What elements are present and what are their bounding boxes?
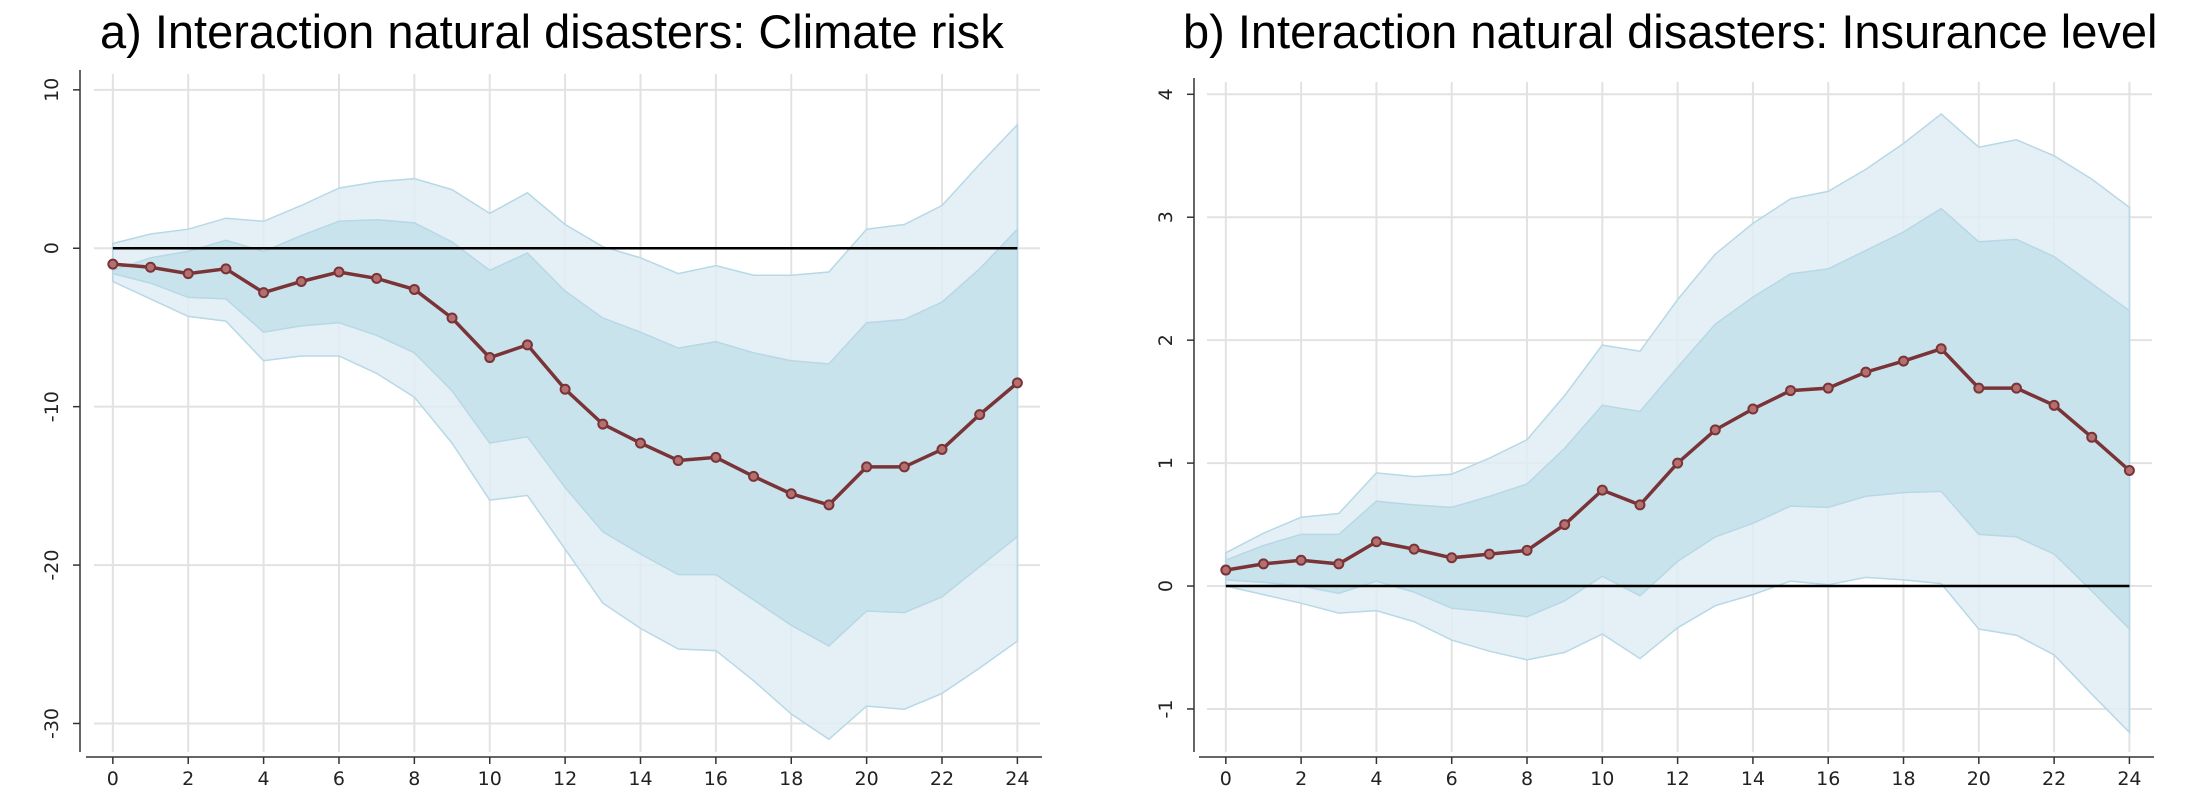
x-tick-label: 0 bbox=[107, 768, 119, 790]
x-tick-label: 24 bbox=[2117, 768, 2141, 790]
data-point bbox=[1559, 519, 1571, 531]
x-tick-label: 4 bbox=[258, 768, 270, 790]
x-tick-label: 4 bbox=[1370, 768, 1382, 790]
y-tick-label: 0 bbox=[41, 242, 63, 254]
data-point bbox=[1898, 355, 1910, 367]
data-point bbox=[220, 263, 232, 275]
data-point bbox=[936, 443, 948, 455]
x-tick-label: 8 bbox=[408, 768, 420, 790]
x-tick-label: 18 bbox=[1891, 768, 1915, 790]
x-tick-label: 10 bbox=[1590, 768, 1614, 790]
data-point bbox=[974, 409, 986, 421]
data-point bbox=[1483, 548, 1495, 560]
y-tick-label: -30 bbox=[41, 708, 63, 739]
x-tick-label: 16 bbox=[704, 768, 728, 790]
data-point bbox=[1596, 484, 1608, 496]
data-point bbox=[145, 261, 157, 273]
y-tick-label: 10 bbox=[41, 78, 63, 102]
x-tick-label: 14 bbox=[628, 768, 652, 790]
data-point bbox=[1446, 552, 1458, 564]
data-point bbox=[258, 287, 270, 299]
x-tick-label: 2 bbox=[182, 768, 194, 790]
data-point bbox=[1370, 536, 1382, 548]
y-tick-label: 1 bbox=[1155, 457, 1177, 469]
data-point bbox=[2123, 464, 2135, 476]
x-tick-label: 0 bbox=[1220, 768, 1232, 790]
inner-confidence-band bbox=[112, 218, 1019, 647]
data-point bbox=[1257, 558, 1269, 570]
data-point bbox=[446, 312, 458, 324]
data-point bbox=[1822, 382, 1834, 394]
data-point bbox=[785, 488, 797, 500]
data-point bbox=[1973, 382, 1985, 394]
y-tick-label: 2 bbox=[1155, 334, 1177, 346]
data-point bbox=[748, 470, 760, 482]
x-tick-label: 22 bbox=[2042, 768, 2066, 790]
inner-confidence-band bbox=[1225, 207, 2131, 631]
data-point bbox=[333, 266, 345, 278]
data-point bbox=[898, 461, 910, 473]
x-tick-label: 14 bbox=[1741, 768, 1765, 790]
data-point bbox=[1011, 377, 1023, 389]
data-point bbox=[1672, 457, 1684, 469]
y-tick-label: 0 bbox=[1155, 580, 1177, 592]
data-point bbox=[2048, 399, 2060, 411]
x-tick-label: 2 bbox=[1295, 768, 1307, 790]
data-point bbox=[597, 418, 609, 430]
data-point bbox=[295, 276, 307, 288]
data-point bbox=[371, 272, 383, 284]
x-tick-label: 18 bbox=[779, 768, 803, 790]
x-tick-label: 20 bbox=[855, 768, 879, 790]
y-tick-label: -10 bbox=[41, 391, 63, 422]
data-point bbox=[1747, 403, 1759, 415]
data-point bbox=[1634, 499, 1646, 511]
x-tick-label: 20 bbox=[1967, 768, 1991, 790]
data-point bbox=[2086, 431, 2098, 443]
data-point bbox=[1521, 544, 1533, 556]
data-point bbox=[1860, 366, 1872, 378]
data-point bbox=[861, 461, 873, 473]
x-tick-label: 6 bbox=[333, 768, 345, 790]
x-tick-label: 12 bbox=[1666, 768, 1690, 790]
panel-a-plot: 100-10-20-300 2 4 6 8 10 12 14 16 18 20 22 24 bbox=[41, 70, 1042, 790]
panel-a-title: a) Interaction natural disasters: Climat… bbox=[100, 5, 1004, 58]
x-tick-label: 10 bbox=[478, 768, 502, 790]
y-tick-label: -20 bbox=[41, 550, 63, 581]
x-tick-label: 8 bbox=[1521, 768, 1533, 790]
data-point bbox=[672, 455, 684, 467]
data-point bbox=[1220, 564, 1232, 576]
x-tick-label: 12 bbox=[553, 768, 577, 790]
data-point bbox=[408, 283, 420, 295]
data-point bbox=[634, 437, 646, 449]
x-tick-label: 24 bbox=[1005, 768, 1029, 790]
data-point bbox=[559, 383, 571, 395]
panel-b-title: b) Interaction natural disasters: Insura… bbox=[1183, 5, 2158, 58]
data-point bbox=[1785, 385, 1797, 397]
x-tick-label: 22 bbox=[930, 768, 954, 790]
data-point bbox=[182, 268, 194, 280]
data-point bbox=[823, 499, 835, 511]
data-point bbox=[1935, 343, 1947, 355]
x-tick-label: 16 bbox=[1816, 768, 1840, 790]
y-tick-label: 3 bbox=[1155, 211, 1177, 223]
data-point bbox=[1408, 543, 1420, 555]
x-tick-label: 6 bbox=[1446, 768, 1458, 790]
data-point bbox=[521, 339, 533, 351]
data-point bbox=[2010, 382, 2022, 394]
data-point bbox=[484, 352, 496, 364]
data-point bbox=[1295, 554, 1307, 566]
data-point bbox=[1333, 558, 1345, 570]
data-point bbox=[107, 258, 119, 270]
y-tick-label: 4 bbox=[1155, 88, 1177, 100]
data-point bbox=[1709, 424, 1721, 436]
y-tick-label: -1 bbox=[1155, 699, 1177, 718]
data-point bbox=[710, 451, 722, 463]
